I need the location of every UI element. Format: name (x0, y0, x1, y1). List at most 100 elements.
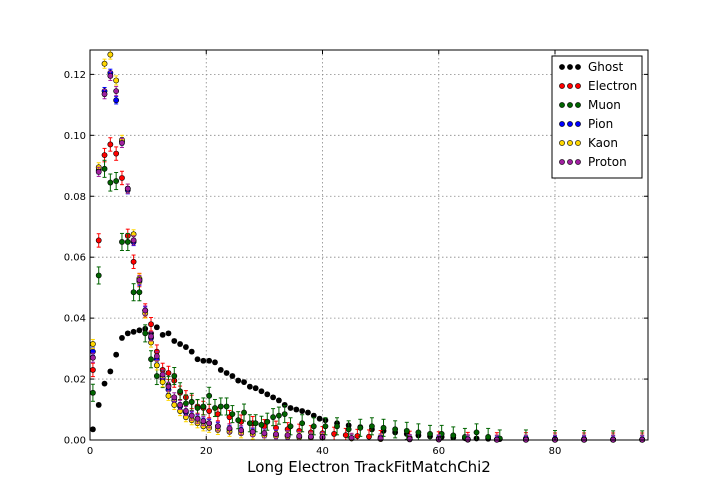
data-point (299, 420, 306, 427)
data-point (270, 414, 276, 421)
data-point (273, 431, 279, 438)
legend-marker (575, 121, 581, 127)
data-point (119, 239, 125, 245)
data-point (153, 324, 160, 331)
data-point (101, 60, 108, 67)
data-point (165, 330, 172, 337)
data-point (217, 403, 224, 410)
data-point (276, 397, 282, 404)
data-point (183, 344, 189, 350)
legend-marker (575, 83, 581, 89)
data-point (261, 430, 268, 437)
data-point (264, 391, 271, 398)
data-point (90, 354, 96, 361)
data-point (406, 436, 413, 442)
data-point (200, 357, 207, 364)
data-point (485, 434, 492, 440)
legend-marker (567, 64, 573, 70)
data-point (95, 237, 102, 244)
data-point (229, 411, 236, 418)
data-point (107, 141, 114, 148)
data-point (316, 415, 323, 422)
data-point (90, 341, 96, 347)
data-point (188, 412, 195, 419)
legend-label: Pion (588, 117, 613, 131)
x-tick-label: 60 (432, 446, 445, 457)
legend-item-muon: Muon (559, 98, 621, 112)
data-point (217, 367, 224, 373)
data-point (450, 432, 457, 439)
data-point (165, 392, 172, 399)
data-point (293, 406, 300, 413)
legend-label: Electron (588, 79, 637, 93)
x-axis-title: Long Electron TrackFitMatchChi2 (247, 458, 491, 476)
series-proton (90, 70, 646, 443)
data-point (322, 423, 329, 430)
data-point (206, 420, 213, 427)
data-point (159, 371, 166, 378)
data-point (153, 373, 160, 379)
data-point (101, 152, 108, 159)
data-point (177, 388, 183, 395)
legend-marker (575, 159, 581, 165)
legend-marker (559, 64, 565, 70)
data-point (284, 432, 291, 439)
axis-ticks: 0 20 40 60 80 0.00 0.02 0.04 0.06 0.08 0.10 0.12 (64, 50, 648, 457)
legend-marker (559, 121, 565, 127)
data-point (235, 417, 242, 424)
data-point (357, 424, 364, 431)
data-point (214, 423, 221, 430)
data-point (206, 392, 213, 399)
data-point (342, 432, 349, 439)
legend-marker (567, 102, 573, 108)
data-point (107, 179, 114, 186)
y-tick-label: 0.10 (64, 131, 86, 142)
legend-box (551, 55, 643, 179)
data-point (281, 411, 288, 418)
data-point (403, 427, 410, 434)
y-tick-label: 0.06 (64, 253, 86, 264)
data-point (90, 389, 96, 396)
data-point (130, 289, 137, 296)
data-point (153, 353, 160, 360)
legend-marker (559, 83, 565, 89)
legend-item-electron: Electron (559, 79, 637, 93)
data-point (153, 362, 160, 369)
data-point (305, 409, 311, 416)
series-layer (90, 49, 646, 443)
legend-marker (575, 102, 581, 108)
data-point (206, 357, 213, 364)
x-tick-label: 0 (87, 446, 93, 457)
legend-item-ghost: Ghost (559, 60, 623, 74)
data-point (241, 379, 247, 386)
data-point (246, 420, 253, 427)
data-point (119, 140, 125, 146)
data-point (223, 370, 230, 376)
data-point (113, 351, 120, 358)
data-point (299, 408, 306, 414)
data-point (258, 421, 265, 428)
legend-label: Muon (588, 98, 621, 112)
data-point (124, 185, 131, 192)
data-point (183, 400, 189, 407)
legend-label: Kaon (588, 136, 618, 150)
data-point (296, 433, 303, 439)
data-point (252, 420, 259, 427)
data-point (159, 379, 166, 386)
data-point (235, 377, 242, 384)
legend-item-proton: Proton (559, 155, 627, 169)
legend-item-pion: Pion (559, 117, 613, 131)
data-point (90, 367, 96, 373)
data-point (212, 405, 218, 411)
data-point (113, 97, 120, 104)
data-point (206, 408, 213, 414)
legend-marker (559, 140, 565, 146)
data-point (415, 429, 422, 436)
data-point (171, 394, 178, 401)
data-point (113, 77, 120, 84)
data-point (183, 408, 189, 414)
data-point (334, 423, 340, 430)
data-point (101, 91, 108, 98)
data-point (130, 258, 137, 265)
data-point (95, 402, 102, 408)
